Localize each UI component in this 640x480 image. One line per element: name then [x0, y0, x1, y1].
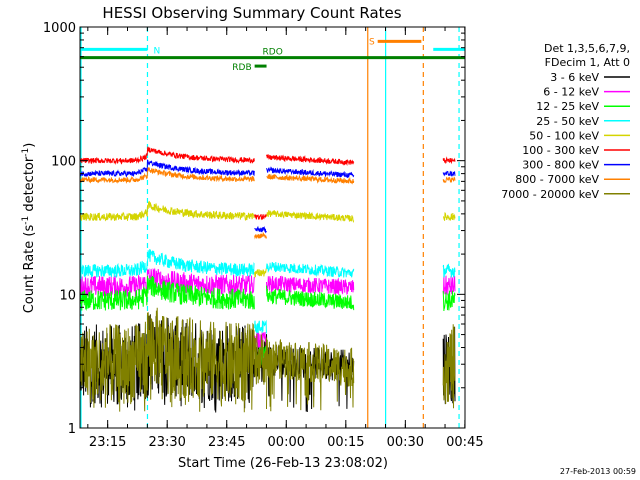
y-tick-label: 100 [51, 155, 76, 170]
series-dip-segment [254, 225, 267, 234]
series-100-300-kev [79, 146, 456, 221]
series-50-100-kev [79, 200, 456, 278]
series-300-800-kev [79, 159, 456, 234]
series-dip-segment [254, 268, 267, 278]
series-dip-segment [254, 319, 267, 334]
series-dip-segment [254, 334, 267, 385]
series-segment-0 [79, 159, 255, 178]
flag-bar-label: S [369, 37, 375, 47]
series-segment-1 [266, 339, 355, 412]
series-dip-segment [254, 213, 267, 221]
x-tick-label: 00:00 [268, 435, 305, 450]
timestamp: 27-Feb-2013 00:59 [560, 467, 636, 476]
y-axis-label-end: ) [22, 143, 37, 148]
flag-bar-rdb-4: RDB [232, 63, 267, 73]
legend-header: FDecim 1, Att 0 [545, 56, 630, 69]
x-axis: 23:15 23:30 23:45 00:00 00:15 00:30 00:45 [87, 27, 484, 450]
plot-area: N S RDO RDB [79, 27, 465, 428]
x-tick-label: 23:30 [148, 435, 185, 450]
series-segment-1 [266, 275, 355, 295]
series-segment-2 [442, 156, 456, 165]
series-segment-1 [266, 261, 355, 278]
flag-bar-label: RDO [263, 48, 283, 58]
series-segment-0 [79, 167, 255, 184]
series-segment-1 [266, 153, 355, 167]
flag-bar-s-2: S [369, 37, 422, 47]
series-segment-0 [79, 249, 255, 279]
series-800-7000-kev [79, 167, 456, 240]
flag-bar-label: N [153, 46, 160, 56]
flag-bar-label: RDB [232, 63, 251, 73]
y-axis-label-rest: detector [22, 156, 37, 216]
series-segment-2 [442, 275, 456, 296]
y-axis: 1 10 100 1000 [43, 21, 465, 437]
x-tick-label: 23:15 [89, 435, 126, 450]
flag-bar-n-0: N [80, 46, 160, 56]
y-tick-label: 1 [68, 422, 76, 437]
x-tick-label: 00:45 [446, 435, 483, 450]
series-segment-0 [79, 200, 255, 222]
series-25-50-kev [79, 249, 456, 334]
series-segment-2 [443, 212, 456, 221]
series-segment-0 [79, 146, 255, 165]
y-axis-label-sup: -1 [21, 216, 31, 225]
legend-label: 12 - 25 keV [536, 100, 599, 113]
series-segment-2 [442, 263, 456, 278]
flag-bar-rdo-3: RDO [80, 48, 465, 60]
series-segment-2 [442, 176, 456, 184]
y-tick-label: 1000 [43, 21, 76, 36]
legend-label: 800 - 7000 keV [515, 173, 599, 186]
series-segment-1 [266, 210, 355, 223]
y-tick-label: 10 [59, 288, 76, 303]
legend-header: Det 1,3,5,6,7,9, [544, 42, 630, 55]
x-tick-label: 00:15 [327, 435, 364, 450]
series-segment-2 [442, 324, 456, 409]
series-segment-2 [442, 290, 456, 312]
y-axis-label: Count Rate (s-1 detector-1) [21, 143, 37, 314]
y-axis-label-sup2: -1 [21, 148, 31, 157]
series-segment-1 [266, 285, 355, 311]
y-axis-label-main: Count Rate (s [22, 225, 37, 314]
legend-label: 25 - 50 keV [536, 115, 599, 128]
series-segment-2 [442, 170, 456, 178]
series-segment-1 [266, 166, 355, 179]
plot-frame [79, 26, 466, 429]
legend: Det 1,3,5,6,7,9,FDecim 1, Att 0 3 - 6 keV… [501, 42, 630, 201]
x-tick-label: 00:30 [387, 435, 424, 450]
legend-label: 7000 - 20000 keV [501, 188, 599, 201]
legend-label: 100 - 300 keV [522, 144, 599, 157]
series-segment-0 [79, 275, 255, 312]
chart-title: HESSI Observing Summary Count Rates [102, 4, 401, 22]
series-dip-segment [254, 231, 267, 240]
legend-label: 50 - 100 keV [529, 129, 599, 142]
legend-label: 300 - 800 keV [522, 159, 599, 172]
series-segment-0 [79, 307, 255, 413]
x-tick-label: 23:45 [208, 435, 245, 450]
series-7000-20000-kev [79, 307, 456, 413]
legend-label: 6 - 12 keV [543, 86, 599, 99]
legend-label: 3 - 6 keV [550, 71, 599, 84]
x-axis-label: Start Time (26-Feb-13 23:08:02) [178, 456, 388, 471]
series-segment-1 [266, 173, 355, 185]
